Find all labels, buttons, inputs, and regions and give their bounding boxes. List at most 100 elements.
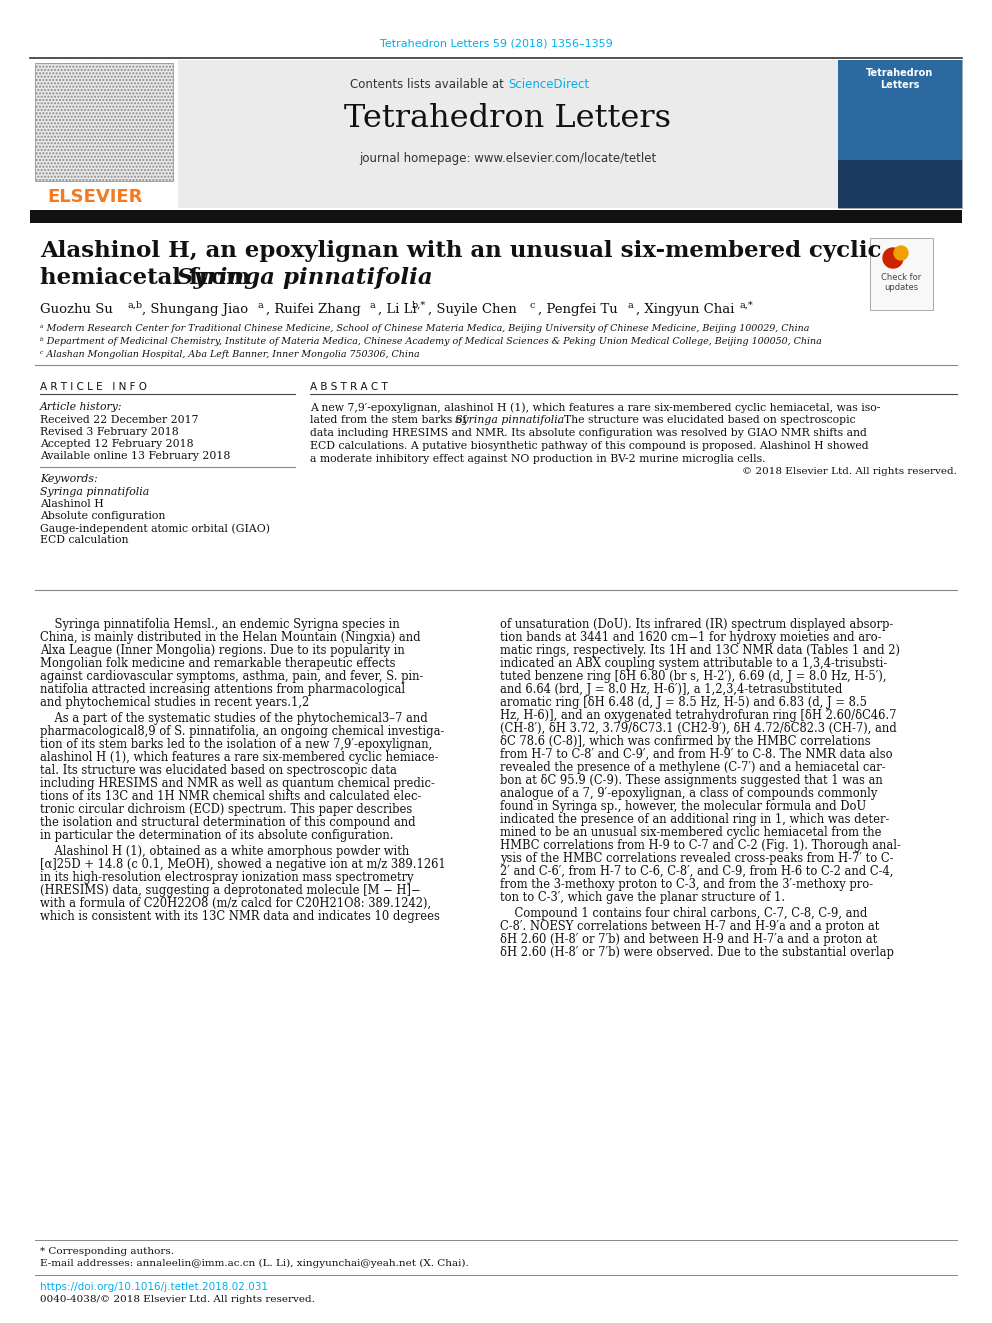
Text: Alxa League (Inner Mongolia) regions. Due to its popularity in: Alxa League (Inner Mongolia) regions. Du…	[40, 644, 405, 658]
Text: 0040-4038/© 2018 Elsevier Ltd. All rights reserved.: 0040-4038/© 2018 Elsevier Ltd. All right…	[40, 1295, 314, 1304]
Text: δH 2.60 (H-8′ or 7′b) were observed. Due to the substantial overlap: δH 2.60 (H-8′ or 7′b) were observed. Due…	[500, 946, 894, 959]
Text: revealed the presence of a methylene (C-7′) and a hemiacetal car-: revealed the presence of a methylene (C-…	[500, 761, 886, 774]
Text: lated from the stem barks of: lated from the stem barks of	[310, 415, 470, 425]
Text: b,*: b,*	[412, 302, 427, 310]
Text: Hz, H-6)], and an oxygenated tetrahydrofuran ring [δH 2.60/δC46.7: Hz, H-6)], and an oxygenated tetrahydrof…	[500, 709, 897, 722]
Text: tal. Its structure was elucidated based on spectroscopic data: tal. Its structure was elucidated based …	[40, 763, 397, 777]
Text: which is consistent with its 13C NMR data and indicates 10 degrees: which is consistent with its 13C NMR dat…	[40, 910, 439, 923]
Text: * Corresponding authors.: * Corresponding authors.	[40, 1248, 174, 1256]
Text: ton to C-3′, which gave the planar structure of 1.: ton to C-3′, which gave the planar struc…	[500, 890, 785, 904]
Text: a: a	[370, 302, 376, 310]
Text: with a formula of C20H22O8 (m/z calcd for C20H21O8: 389.1242),: with a formula of C20H22O8 (m/z calcd fo…	[40, 897, 432, 910]
Text: a,*: a,*	[740, 302, 754, 310]
Text: a moderate inhibitory effect against NO production in BV-2 murine microglia cell: a moderate inhibitory effect against NO …	[310, 454, 766, 464]
Text: tions of its 13C and 1H NMR chemical shifts and calculated elec-: tions of its 13C and 1H NMR chemical shi…	[40, 790, 422, 803]
Text: hemiacetal from: hemiacetal from	[40, 267, 258, 288]
Text: Syringa pinnatifolia: Syringa pinnatifolia	[455, 415, 564, 425]
Text: a: a	[258, 302, 264, 310]
Text: in particular the determination of its absolute configuration.: in particular the determination of its a…	[40, 830, 394, 841]
Text: E-mail addresses: annaleelin@imm.ac.cn (L. Li), xingyunchai@yeah.net (X. Chai).: E-mail addresses: annaleelin@imm.ac.cn (…	[40, 1259, 469, 1269]
Text: ysis of the HMBC correlations revealed cross-peaks from H-7′ to C-: ysis of the HMBC correlations revealed c…	[500, 852, 894, 865]
Text: Absolute configuration: Absolute configuration	[40, 511, 166, 521]
Text: the isolation and structural determination of this compound and: the isolation and structural determinati…	[40, 816, 416, 830]
Text: Contents lists available at: Contents lists available at	[350, 78, 508, 91]
Text: a: a	[628, 302, 634, 310]
Circle shape	[883, 247, 903, 269]
Text: analogue of a 7, 9′-epoxylignan, a class of compounds commonly: analogue of a 7, 9′-epoxylignan, a class…	[500, 787, 877, 800]
Text: China, is mainly distributed in the Helan Mountain (Ningxia) and: China, is mainly distributed in the Hela…	[40, 631, 421, 644]
Text: 2′ and C-6′, from H-7 to C-6, C-8′, and C-9, from H-6 to C-2 and C-4,: 2′ and C-6′, from H-7 to C-6, C-8′, and …	[500, 865, 894, 878]
Text: bon at δC 95.9 (C-9). These assignments suggested that 1 was an: bon at δC 95.9 (C-9). These assignments …	[500, 774, 883, 787]
Text: , Suyile Chen: , Suyile Chen	[428, 303, 517, 316]
Text: matic rings, respectively. Its 1H and 13C NMR data (Tables 1 and 2): matic rings, respectively. Its 1H and 13…	[500, 644, 900, 658]
Bar	[178, 60, 838, 208]
Text: and phytochemical studies in recent years.1,2: and phytochemical studies in recent year…	[40, 696, 310, 709]
Text: A R T I C L E   I N F O: A R T I C L E I N F O	[40, 382, 147, 392]
Text: Tetrahedron Letters: Tetrahedron Letters	[344, 103, 672, 134]
Text: . The structure was elucidated based on spectroscopic: . The structure was elucidated based on …	[557, 415, 856, 425]
Text: Accepted 12 February 2018: Accepted 12 February 2018	[40, 439, 193, 448]
Text: ECD calculation: ECD calculation	[40, 534, 129, 545]
Circle shape	[894, 246, 908, 261]
Text: , Shungang Jiao: , Shungang Jiao	[142, 303, 248, 316]
Bar	[870, 238, 933, 310]
Text: , Pengfei Tu: , Pengfei Tu	[538, 303, 618, 316]
Text: aromatic ring [δH 6.48 (d, J = 8.5 Hz, H-5) and 6.83 (d, J = 8.5: aromatic ring [δH 6.48 (d, J = 8.5 Hz, H…	[500, 696, 867, 709]
Text: ScienceDirect: ScienceDirect	[508, 78, 589, 91]
Text: Tetrahedron
Letters: Tetrahedron Letters	[866, 67, 933, 90]
Text: alashinol H (1), which features a rare six-membered cyclic hemiace-: alashinol H (1), which features a rare s…	[40, 751, 438, 763]
Text: ᶜ Alashan Mongolian Hospital, Aba Left Banner, Inner Mongolia 750306, China: ᶜ Alashan Mongolian Hospital, Aba Left B…	[40, 351, 420, 359]
Text: δC 78.6 (C-8)], which was confirmed by the HMBC correlations: δC 78.6 (C-8)], which was confirmed by t…	[500, 736, 871, 747]
Text: Compound 1 contains four chiral carbons, C-7, C-8, C-9, and: Compound 1 contains four chiral carbons,…	[500, 908, 867, 919]
Text: ECD calculations. A putative biosynthetic pathway of this compound is proposed. : ECD calculations. A putative biosyntheti…	[310, 441, 869, 451]
Text: indicated an ABX coupling system attributable to a 1,3,4-trisubsti-: indicated an ABX coupling system attribu…	[500, 658, 887, 669]
Bar	[838, 60, 962, 208]
Bar	[35, 64, 173, 181]
Text: Received 22 December 2017: Received 22 December 2017	[40, 415, 198, 425]
Bar	[838, 60, 962, 160]
Text: mined to be an unusual six-membered cyclic hemiacetal from the: mined to be an unusual six-membered cycl…	[500, 826, 882, 839]
Text: data including HRESIMS and NMR. Its absolute configuration was resolved by GIAO : data including HRESIMS and NMR. Its abso…	[310, 429, 867, 438]
Text: Alashinol H, an epoxylignan with an unusual six-membered cyclic: Alashinol H, an epoxylignan with an unus…	[40, 239, 882, 262]
Text: found in Syringa sp., however, the molecular formula and DoU: found in Syringa sp., however, the molec…	[500, 800, 866, 814]
Bar	[838, 160, 962, 208]
Text: Available online 13 February 2018: Available online 13 February 2018	[40, 451, 230, 460]
Text: tuted benzene ring [δH 6.80 (br s, H-2′), 6.69 (d, J = 8.0 Hz, H-5′),: tuted benzene ring [δH 6.80 (br s, H-2′)…	[500, 669, 887, 683]
Text: from H-7 to C-8′ and C-9′, and from H-9′ to C-8. The NMR data also: from H-7 to C-8′ and C-9′, and from H-9′…	[500, 747, 893, 761]
Text: , Li Li: , Li Li	[378, 303, 417, 316]
Text: natifolia attracted increasing attentions from pharmacological: natifolia attracted increasing attention…	[40, 683, 405, 696]
Text: Article history:: Article history:	[40, 402, 122, 411]
Text: tronic circular dichroism (ECD) spectrum. This paper describes: tronic circular dichroism (ECD) spectrum…	[40, 803, 413, 816]
Text: Alashinol H (1), obtained as a white amorphous powder with: Alashinol H (1), obtained as a white amo…	[40, 845, 410, 859]
Text: (HRESIMS) data, suggesting a deprotonated molecule [M − H]−: (HRESIMS) data, suggesting a deprotonate…	[40, 884, 421, 897]
Text: and 6.64 (brd, J = 8.0 Hz, H-6′)], a 1,2,3,4-tetrasubstituted: and 6.64 (brd, J = 8.0 Hz, H-6′)], a 1,2…	[500, 683, 842, 696]
Text: tion bands at 3441 and 1620 cm−1 for hydroxy moieties and aro-: tion bands at 3441 and 1620 cm−1 for hyd…	[500, 631, 882, 644]
Text: c: c	[530, 302, 536, 310]
Text: indicated the presence of an additional ring in 1, which was deter-: indicated the presence of an additional …	[500, 814, 890, 826]
Text: Tetrahedron Letters 59 (2018) 1356–1359: Tetrahedron Letters 59 (2018) 1356–1359	[380, 38, 612, 48]
Text: ᵃ Modern Research Center for Traditional Chinese Medicine, School of Chinese Mat: ᵃ Modern Research Center for Traditional…	[40, 324, 809, 333]
Text: Keywords:: Keywords:	[40, 474, 97, 484]
Text: from the 3-methoxy proton to C-3, and from the 3′-methoxy pro-: from the 3-methoxy proton to C-3, and fr…	[500, 878, 873, 890]
Text: Syringa pinnatifolia: Syringa pinnatifolia	[177, 267, 433, 288]
Text: Gauge-independent atomic orbital (GIAO): Gauge-independent atomic orbital (GIAO)	[40, 523, 270, 533]
Text: © 2018 Elsevier Ltd. All rights reserved.: © 2018 Elsevier Ltd. All rights reserved…	[742, 467, 957, 476]
Text: https://doi.org/10.1016/j.tetlet.2018.02.031: https://doi.org/10.1016/j.tetlet.2018.02…	[40, 1282, 268, 1293]
Text: Check for
updates: Check for updates	[881, 273, 922, 292]
Text: δH 2.60 (H-8′ or 7′b) and between H-9 and H-7′a and a proton at: δH 2.60 (H-8′ or 7′b) and between H-9 an…	[500, 933, 877, 946]
Text: Alashinol H: Alashinol H	[40, 499, 104, 509]
Bar	[30, 210, 962, 224]
Text: tion of its stem barks led to the isolation of a new 7,9′-epoxylignan,: tion of its stem barks led to the isolat…	[40, 738, 433, 751]
Text: C-8′. NOESY correlations between H-7 and H-9′a and a proton at: C-8′. NOESY correlations between H-7 and…	[500, 919, 879, 933]
Text: [α]25D + 14.8 (c 0.1, MeOH), showed a negative ion at m/z 389.1261: [α]25D + 14.8 (c 0.1, MeOH), showed a ne…	[40, 859, 445, 871]
Text: pharmacological8,9 of S. pinnatifolia, an ongoing chemical investiga-: pharmacological8,9 of S. pinnatifolia, a…	[40, 725, 444, 738]
Text: in its high-resolution electrospray ionization mass spectrometry: in its high-resolution electrospray ioni…	[40, 871, 414, 884]
Text: A B S T R A C T: A B S T R A C T	[310, 382, 388, 392]
Bar	[30, 60, 178, 208]
Text: , Ruifei Zhang: , Ruifei Zhang	[266, 303, 361, 316]
Text: (CH-8′), δH 3.72, 3.79/δC73.1 (CH2-9′), δH 4.72/δC82.3 (CH-7), and: (CH-8′), δH 3.72, 3.79/δC73.1 (CH2-9′), …	[500, 722, 897, 736]
Text: ELSEVIER: ELSEVIER	[47, 188, 143, 206]
Text: Syringa pinnatifolia Hemsl., an endemic Syrigna species in: Syringa pinnatifolia Hemsl., an endemic …	[40, 618, 400, 631]
Text: A new 7,9′-epoxylignan, alashinol H (1), which features a rare six-membered cycl: A new 7,9′-epoxylignan, alashinol H (1),…	[310, 402, 880, 413]
Text: HMBC correlations from H-9 to C-7 and C-2 (Fig. 1). Thorough anal-: HMBC correlations from H-9 to C-7 and C-…	[500, 839, 901, 852]
